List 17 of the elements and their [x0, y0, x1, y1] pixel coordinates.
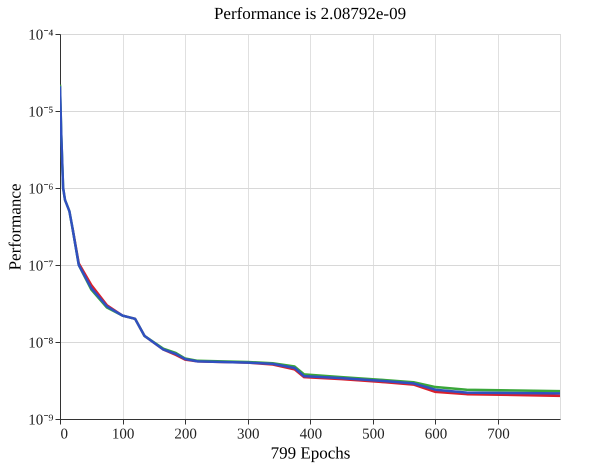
- y-tick-label: 10⁻⁹: [28, 412, 54, 428]
- x-tick-label: 600: [424, 426, 448, 442]
- y-axis-title: Performance: [5, 184, 24, 270]
- y-tick-label: 10⁻⁶: [28, 182, 54, 198]
- x-tick-label: 100: [112, 426, 134, 442]
- x-tick-label: 300: [236, 426, 260, 442]
- x-tick-label: 400: [300, 426, 322, 442]
- y-tick-label: 10⁻⁷: [28, 258, 54, 274]
- y-tick-label: 10⁻⁸: [28, 336, 54, 352]
- y-tick-label: 10⁻⁴: [28, 28, 54, 44]
- x-tick-label: 700: [487, 426, 510, 442]
- x-tick-label: 200: [174, 426, 197, 442]
- x-tick-label: 0: [60, 426, 68, 442]
- chart-title: Performance is 2.08792e-09: [214, 4, 406, 23]
- x-tick-label: 500: [362, 426, 385, 442]
- y-tick-label: 10⁻⁵: [28, 104, 54, 120]
- x-axis-title: 799 Epochs: [270, 444, 350, 462]
